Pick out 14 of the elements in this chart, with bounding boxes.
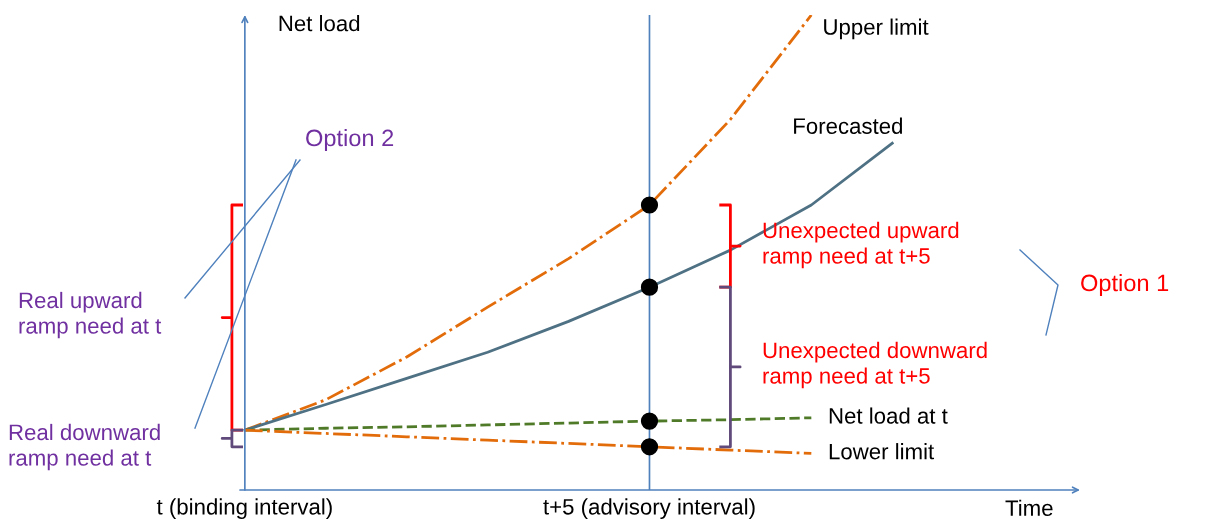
- series-label: Forecasted: [794, 117, 902, 134]
- series-label: Upper limit: [824, 18, 929, 40]
- text: Real upward ramp need at t: [19, 291, 162, 339]
- annotation: Option 2: [306, 129, 394, 151]
- text: Real downward ramp need at t: [9, 423, 160, 471]
- annotation: Unexpected downward ramp need at t+5: [763, 341, 987, 389]
- x-tick-label: t+5 (advisory interval): [543, 498, 755, 520]
- text: Time: [1005, 499, 1053, 516]
- text: Option 1: [1081, 274, 1169, 297]
- series-label: Net load at t: [829, 407, 948, 424]
- x-tick-label: t (binding interval): [156, 498, 332, 520]
- annotation: Unexpected upward ramp need at t+5: [763, 221, 959, 269]
- y-axis-title: Net load: [279, 15, 360, 32]
- series-label: Lower limit: [829, 443, 935, 460]
